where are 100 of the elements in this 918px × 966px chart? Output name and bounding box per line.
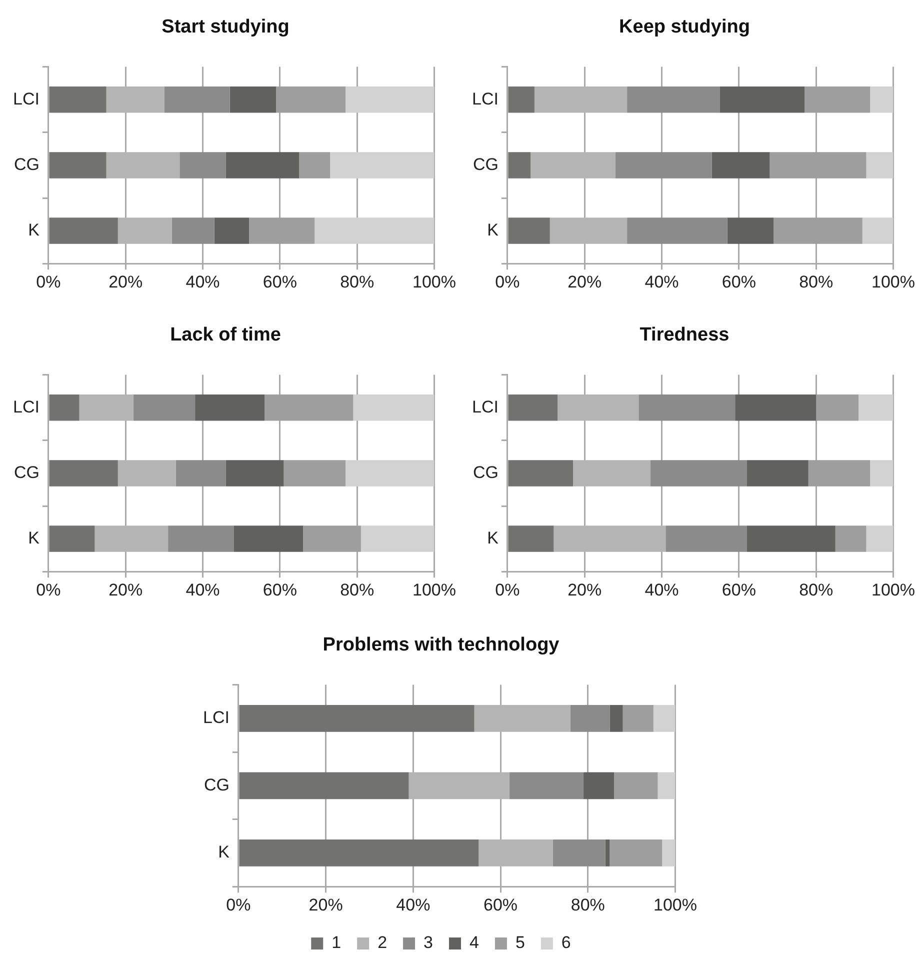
- bar: [49, 86, 106, 113]
- x-tick-label: 20%: [108, 272, 143, 292]
- bar: [653, 704, 676, 732]
- bar: [508, 86, 534, 113]
- y-tick-label: K: [487, 528, 500, 548]
- x-tick-label: 0%: [36, 580, 61, 600]
- bar: [650, 460, 747, 486]
- bar: [858, 394, 894, 421]
- bar: [610, 840, 662, 866]
- y-tick-label: K: [218, 842, 230, 862]
- y-tick-label: LCI: [472, 89, 498, 108]
- bar: [735, 394, 816, 421]
- y-tick-label: LCI: [202, 708, 230, 728]
- x-tick-label: 100%: [412, 272, 456, 292]
- bar: [666, 526, 747, 552]
- bar: [49, 460, 118, 486]
- bar: [172, 218, 214, 244]
- y-tick-label: CG: [472, 154, 498, 174]
- bar: [284, 460, 346, 486]
- x-tick-label: 60%: [722, 272, 756, 292]
- bar: [627, 86, 720, 113]
- x-tick-label: 80%: [799, 272, 834, 292]
- bar: [49, 218, 118, 244]
- x-tick-label: 80%: [340, 272, 374, 292]
- x-tick-label: 100%: [872, 272, 915, 292]
- chart-title: Start studying: [162, 16, 290, 38]
- bar: [346, 86, 434, 113]
- bar: [862, 218, 894, 244]
- bar: [239, 704, 474, 732]
- bar: [176, 460, 226, 486]
- bar: [835, 526, 866, 552]
- legend-label: 3: [424, 933, 434, 952]
- legend-label: 5: [515, 933, 525, 952]
- bar: [230, 86, 276, 113]
- chart-title: Tiredness: [640, 324, 730, 346]
- x-tick-label: 20%: [108, 580, 143, 600]
- x-tick-label: 0%: [36, 272, 61, 292]
- bar: [662, 840, 676, 866]
- bar: [508, 152, 531, 178]
- y-tick-label: CG: [472, 462, 498, 482]
- bar: [508, 218, 550, 244]
- legend-label: 2: [378, 933, 388, 952]
- x-tick-label: 60%: [262, 580, 297, 600]
- y-tick-label: LCI: [12, 397, 40, 416]
- y-tick-label: K: [28, 220, 40, 240]
- x-tick-label: 40%: [186, 580, 220, 600]
- x-tick-label: 60%: [484, 895, 518, 914]
- bar: [615, 152, 712, 178]
- bar: [49, 526, 95, 552]
- bar: [622, 704, 654, 732]
- bar: [712, 152, 770, 178]
- x-tick-label: 0%: [226, 895, 251, 914]
- bar: [746, 460, 808, 486]
- bar: [164, 86, 230, 113]
- bar: [214, 218, 250, 244]
- bar: [239, 840, 479, 866]
- x-tick-label: 40%: [644, 272, 679, 292]
- bar: [49, 394, 80, 421]
- y-tick-label: CG: [14, 462, 40, 482]
- bar: [610, 704, 623, 732]
- bar: [299, 152, 330, 178]
- chart-title: Problems with technology: [322, 634, 560, 656]
- bar: [614, 772, 658, 800]
- bar: [870, 86, 894, 113]
- y-tick-label: K: [487, 220, 500, 240]
- bar: [866, 152, 894, 178]
- x-tick-label: 80%: [340, 580, 374, 600]
- bar: [727, 218, 774, 244]
- bar: [570, 704, 610, 732]
- bar: [627, 218, 728, 244]
- x-tick-label: 20%: [568, 580, 602, 600]
- bar: [508, 526, 554, 552]
- bar: [720, 86, 805, 113]
- x-tick-label: 20%: [308, 895, 343, 914]
- bar: [638, 394, 736, 421]
- bar: [658, 772, 676, 800]
- y-tick-label: LCI: [12, 89, 40, 108]
- bar: [180, 152, 226, 178]
- y-tick-label: CG: [204, 775, 230, 794]
- bar: [866, 526, 894, 552]
- bar: [584, 772, 614, 800]
- bar: [508, 394, 558, 421]
- bar: [239, 772, 409, 800]
- chart-title: Lack of time: [170, 324, 281, 346]
- y-tick-label: LCI: [472, 397, 498, 416]
- x-tick-label: 100%: [654, 895, 697, 914]
- bar: [360, 526, 434, 552]
- x-tick-label: 80%: [799, 580, 834, 600]
- bar: [508, 460, 574, 486]
- x-tick-label: 60%: [722, 580, 756, 600]
- chart-title: Keep studying: [619, 16, 750, 38]
- legend-label: 4: [470, 933, 479, 952]
- y-tick-label: K: [28, 528, 40, 548]
- x-tick-label: 80%: [570, 895, 605, 914]
- bar: [314, 218, 434, 244]
- bar: [870, 460, 894, 486]
- bar: [346, 460, 434, 486]
- bar: [226, 152, 300, 178]
- x-tick-label: 0%: [495, 272, 520, 292]
- bar: [234, 526, 304, 552]
